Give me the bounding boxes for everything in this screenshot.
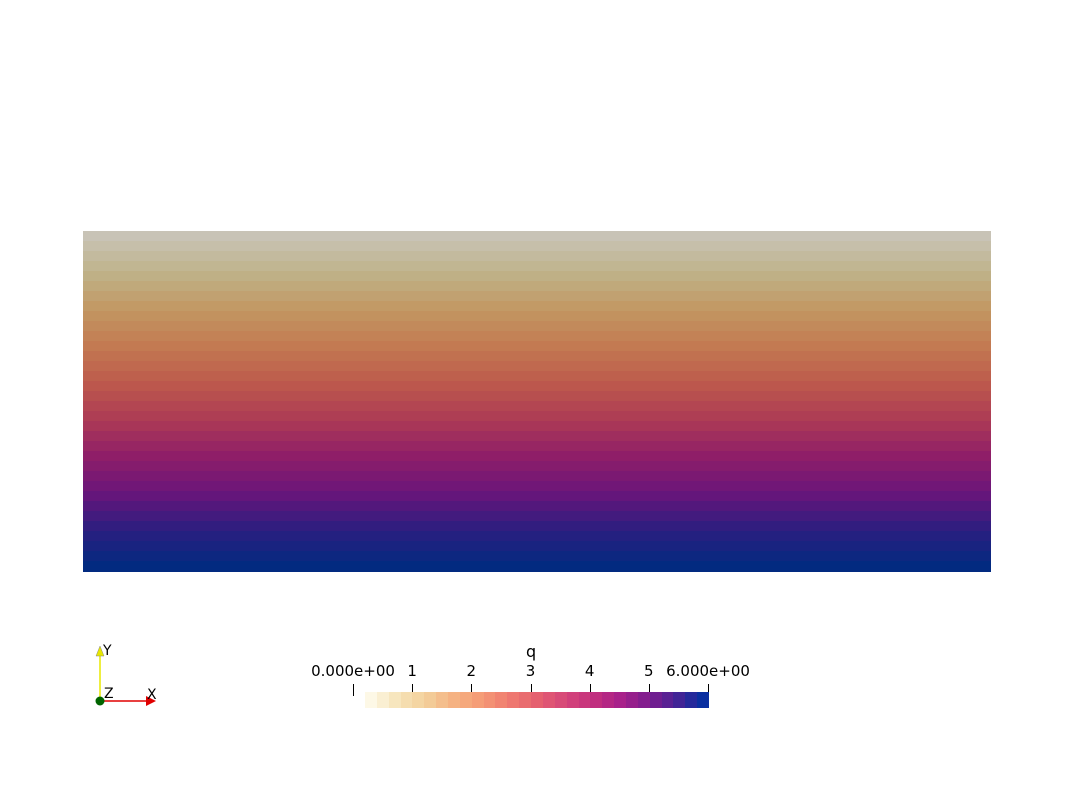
color-legend-swatch xyxy=(507,692,520,708)
field-band xyxy=(83,331,991,342)
color-legend-swatch xyxy=(649,692,663,708)
field-band xyxy=(83,481,991,492)
color-legend-tick-mark xyxy=(530,684,532,696)
field-band xyxy=(83,341,991,352)
color-legend-swatch xyxy=(542,692,556,708)
z-axis-dot-icon xyxy=(95,696,105,706)
color-legend-swatch xyxy=(531,692,544,708)
color-legend-tick-mark xyxy=(589,684,591,696)
color-legend-swatch xyxy=(424,692,437,708)
color-legend-swatch xyxy=(554,692,568,708)
color-legend-swatch xyxy=(376,692,390,708)
color-legend-swatch xyxy=(590,692,603,708)
color-legend-swatch xyxy=(471,692,485,708)
color-legend-title: q xyxy=(526,642,537,661)
field-band xyxy=(83,361,991,372)
y-axis-label: Y xyxy=(103,643,112,659)
field-band xyxy=(83,311,991,322)
field-band xyxy=(83,351,991,362)
color-legend-tick-label: 5 xyxy=(644,662,654,680)
field-band xyxy=(83,491,991,502)
color-legend-swatch xyxy=(614,692,627,708)
field-band xyxy=(83,421,991,432)
color-legend-tick-label: 4 xyxy=(584,662,595,680)
field-band xyxy=(83,431,991,442)
field-band xyxy=(83,551,991,562)
color-legend-swatch xyxy=(685,692,698,708)
color-legend-swatch xyxy=(519,692,532,708)
field-band xyxy=(83,381,991,392)
field-band xyxy=(83,301,991,312)
color-legend-tick-mark xyxy=(648,684,650,696)
color-legend-swatch xyxy=(673,692,686,708)
color-legend-swatch xyxy=(625,692,639,708)
color-legend-tick-label: 3 xyxy=(525,662,536,680)
color-legend-strip xyxy=(365,692,710,708)
field-band xyxy=(83,391,991,402)
color-legend-tick-label: 0.000e+00 xyxy=(311,662,395,680)
orientation-axes-graphic xyxy=(95,645,156,706)
field-band xyxy=(83,521,991,532)
field-band xyxy=(83,561,991,572)
x-axis-label: X xyxy=(147,687,157,703)
color-legend-swatch xyxy=(483,692,496,708)
color-legend-swatch xyxy=(388,692,402,708)
field-slab[interactable] xyxy=(83,231,991,572)
field-band xyxy=(83,281,991,292)
color-legend-tick-label: 1 xyxy=(407,662,417,680)
x-axis-arrow-icon xyxy=(146,696,156,706)
color-legend-swatch xyxy=(365,692,378,708)
field-band xyxy=(83,471,991,482)
color-legend-tick-label: 2 xyxy=(466,662,477,680)
color-legend-swatch xyxy=(400,692,413,708)
color-legend-swatch xyxy=(448,692,461,708)
field-band xyxy=(83,441,991,452)
z-axis-label: Z xyxy=(104,686,114,702)
color-legend-tick-label: 6.000e+00 xyxy=(666,662,750,680)
field-band xyxy=(83,531,991,542)
orientation-axes: Y X Z xyxy=(86,640,166,712)
color-legend-tick-mark xyxy=(353,684,354,696)
color-legend[interactable]: q 0.000e+00 1 2 3 4 5 6.000e+00 xyxy=(300,640,770,720)
color-legend-swatch xyxy=(602,692,615,708)
color-legend-tick-mark xyxy=(412,684,414,696)
color-legend-swatch xyxy=(412,692,425,708)
field-band xyxy=(83,451,991,462)
color-legend-swatch xyxy=(637,692,651,708)
color-legend-swatch xyxy=(566,692,579,708)
color-legend-swatch xyxy=(661,692,674,708)
field-band xyxy=(83,231,991,242)
field-band xyxy=(83,461,991,472)
field-band xyxy=(83,241,991,252)
field-band xyxy=(83,371,991,382)
field-band xyxy=(83,501,991,512)
field-band xyxy=(83,411,991,422)
color-legend-swatch xyxy=(495,692,508,708)
y-axis-arrow-icon xyxy=(95,645,105,657)
field-band xyxy=(83,401,991,412)
color-legend-tick-mark xyxy=(708,684,709,696)
color-legend-swatch xyxy=(436,692,449,708)
color-legend-swatch xyxy=(578,692,591,708)
field-band xyxy=(83,511,991,522)
field-band xyxy=(83,271,991,282)
field-band xyxy=(83,541,991,552)
field-band xyxy=(83,261,991,272)
color-legend-tick-mark xyxy=(471,684,473,696)
color-legend-swatch xyxy=(697,692,710,708)
field-band xyxy=(83,321,991,332)
field-band xyxy=(83,251,991,262)
color-legend-swatch xyxy=(459,692,473,708)
field-band xyxy=(83,291,991,302)
